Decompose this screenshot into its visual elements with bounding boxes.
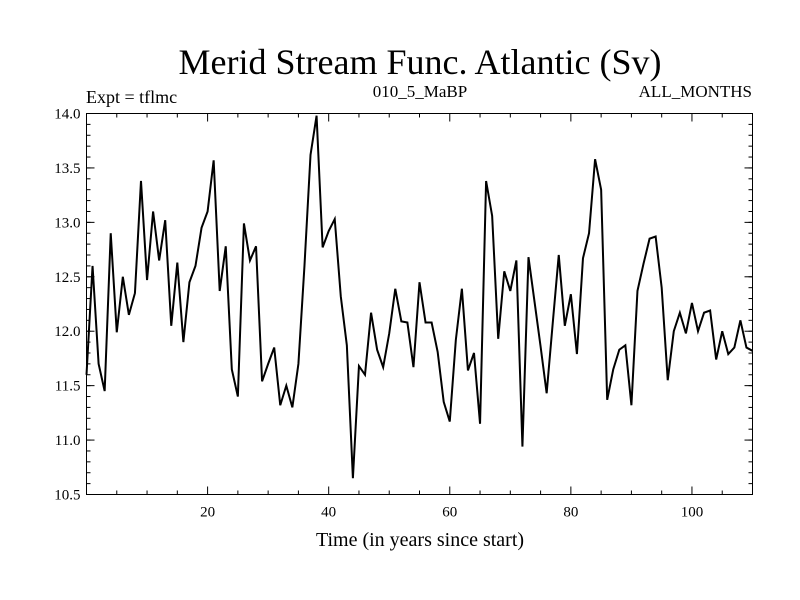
x-axis-ticks: 20 40 60 80 100 <box>116 113 753 521</box>
y-axis-ticks: 10.5 11.0 11.5 12.0 12.5 13.0 13.5 14.0 <box>54 107 753 504</box>
x-tick-label: 40 <box>321 505 336 521</box>
series-line <box>85 115 753 479</box>
x-axis-label: Time (in years since start) <box>316 529 524 551</box>
y-tick-label: 13.5 <box>54 161 80 177</box>
y-tick-label: 12.5 <box>54 270 80 286</box>
y-tick-label: 13.0 <box>54 215 80 231</box>
x-tick-label: 100 <box>681 505 704 521</box>
y-tick-label: 14.0 <box>54 107 80 123</box>
chart-title: Merid Stream Func. Atlantic (Sv) <box>179 42 662 82</box>
x-tick-label: 80 <box>563 505 578 521</box>
chart-subtitle-center: 010_5_MaBP <box>373 82 467 101</box>
x-tick-label: 60 <box>442 505 457 521</box>
y-tick-label: 11.0 <box>55 433 81 449</box>
series-group <box>85 115 753 479</box>
chart-subtitle-left: Expt = tflmc <box>86 87 177 107</box>
y-tick-label: 12.0 <box>54 324 80 340</box>
y-tick-label: 11.5 <box>55 379 81 395</box>
y-tick-label: 10.5 <box>54 488 80 504</box>
plot-frame <box>86 113 753 495</box>
chart-subtitle-right: ALL_MONTHS <box>639 82 752 101</box>
x-tick-label: 20 <box>200 505 215 521</box>
